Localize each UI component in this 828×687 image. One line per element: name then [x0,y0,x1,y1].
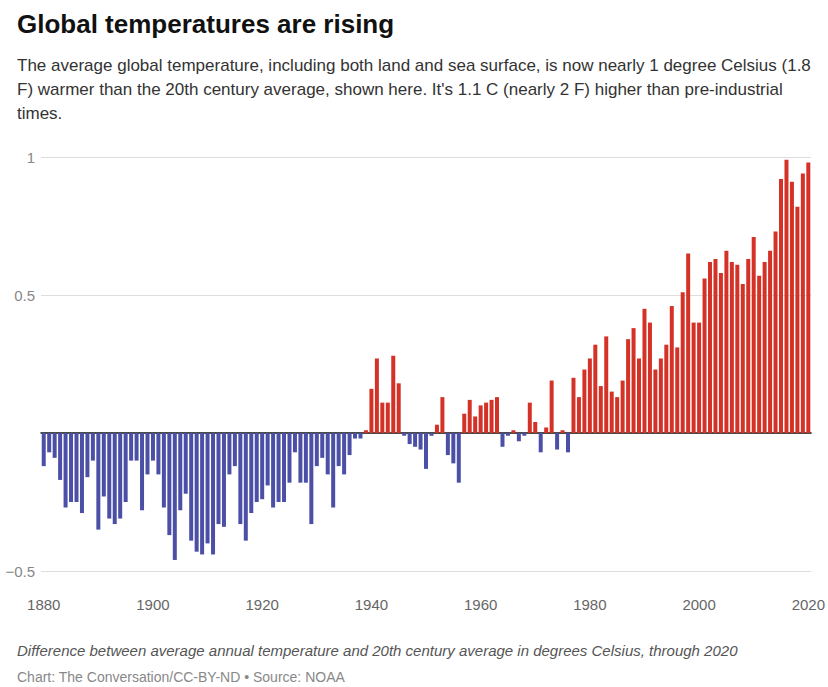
svg-text:Global temperatures are rising: Global temperatures are rising [17,9,394,39]
svg-text:1980: 1980 [573,596,606,613]
svg-text:1: 1 [27,149,35,166]
svg-text:times.: times. [17,104,62,123]
svg-text:2000: 2000 [682,596,715,613]
svg-text:1920: 1920 [245,596,278,613]
svg-text:Chart: The Conversation/CC-BY-: Chart: The Conversation/CC-BY-ND • Sourc… [17,669,345,685]
svg-text:1940: 1940 [355,596,388,613]
svg-text:Difference between average ann: Difference between average annual temper… [17,642,738,659]
svg-text:1960: 1960 [464,596,497,613]
svg-text:1880: 1880 [27,596,60,613]
svg-text:2020: 2020 [792,596,825,613]
svg-text:1900: 1900 [136,596,169,613]
svg-text:0.5: 0.5 [14,287,35,304]
svg-text:The average global temperature: The average global temperature, includin… [17,56,816,75]
svg-text:F) warmer than the 20th centur: F) warmer than the 20th century average,… [17,80,788,99]
svg-text:−0.5: −0.5 [5,563,35,580]
